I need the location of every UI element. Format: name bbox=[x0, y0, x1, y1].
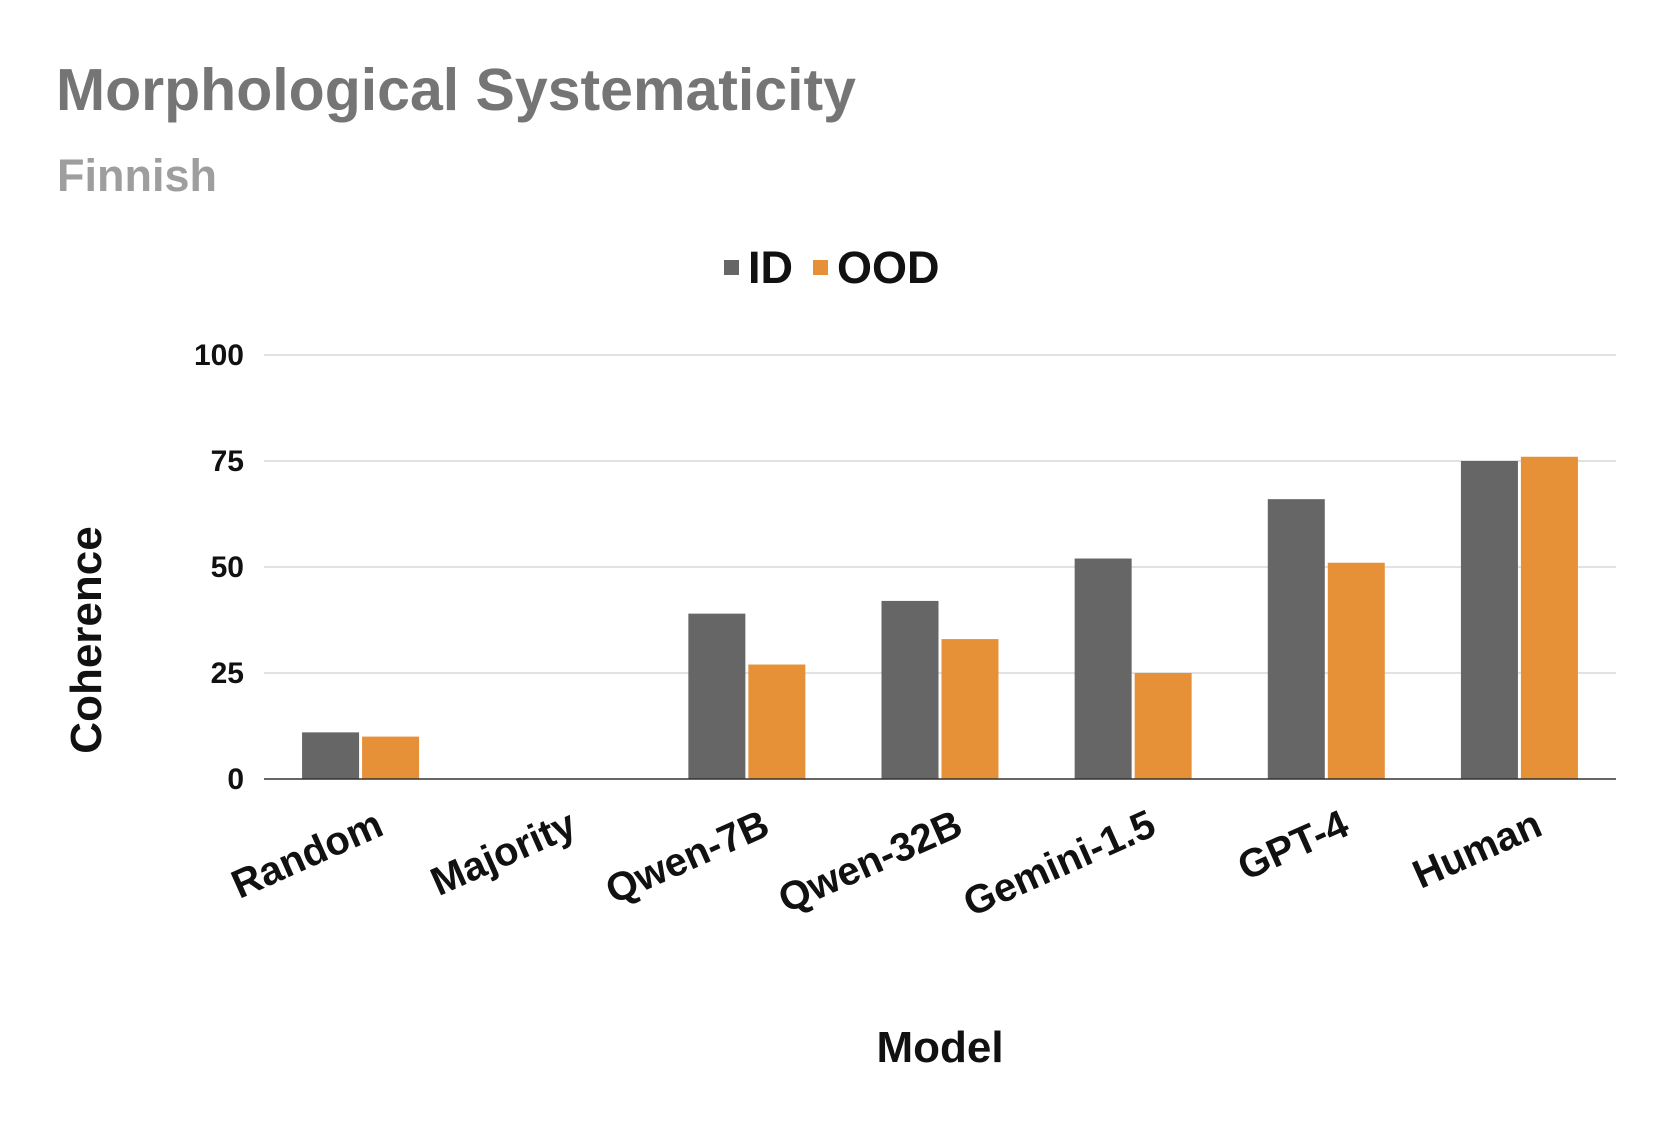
legend-label-id: ID bbox=[748, 242, 793, 293]
bar-id-qwen-32b bbox=[881, 600, 939, 779]
bar-ood-gpt-4 bbox=[1327, 562, 1385, 779]
bar-id-gemini-1-5 bbox=[1074, 558, 1132, 779]
x-tick-label: Random bbox=[225, 802, 389, 907]
chart-title: Morphological Systematicity bbox=[56, 57, 856, 123]
y-tick-label: 0 bbox=[227, 763, 244, 796]
bar-ood-qwen-32b bbox=[941, 639, 999, 779]
chart-subtitle: Finnish bbox=[57, 150, 217, 201]
x-tick-label: Qwen-7B bbox=[599, 802, 775, 913]
x-tick-label: Human bbox=[1406, 802, 1548, 897]
legend-swatch-ood bbox=[813, 260, 828, 275]
y-tick-label: 75 bbox=[211, 445, 244, 478]
bar-ood-human bbox=[1520, 456, 1578, 779]
legend-label-ood: OOD bbox=[837, 242, 940, 293]
bar-ood-random bbox=[362, 736, 420, 779]
bar-ood-qwen-7b bbox=[748, 664, 806, 779]
x-tick-label: Majority bbox=[424, 802, 583, 905]
bar-ood-gemini-1-5 bbox=[1134, 673, 1192, 779]
x-tick-label: Gemini-1.5 bbox=[957, 802, 1162, 925]
bar-id-random bbox=[302, 732, 360, 779]
bar-id-qwen-7b bbox=[688, 613, 746, 779]
y-tick-label: 25 bbox=[211, 657, 244, 690]
legend-swatch-id bbox=[724, 260, 739, 275]
y-axis-title: Coherence bbox=[62, 526, 111, 753]
x-tick-label: Qwen-32B bbox=[772, 802, 969, 922]
y-tick-label: 50 bbox=[211, 551, 244, 584]
bar-id-gpt-4 bbox=[1267, 499, 1325, 779]
bar-id-human bbox=[1460, 461, 1518, 779]
x-tick-label: GPT-4 bbox=[1231, 802, 1355, 890]
y-tick-label: 100 bbox=[194, 339, 244, 372]
x-axis-title: Model bbox=[876, 1023, 1003, 1072]
